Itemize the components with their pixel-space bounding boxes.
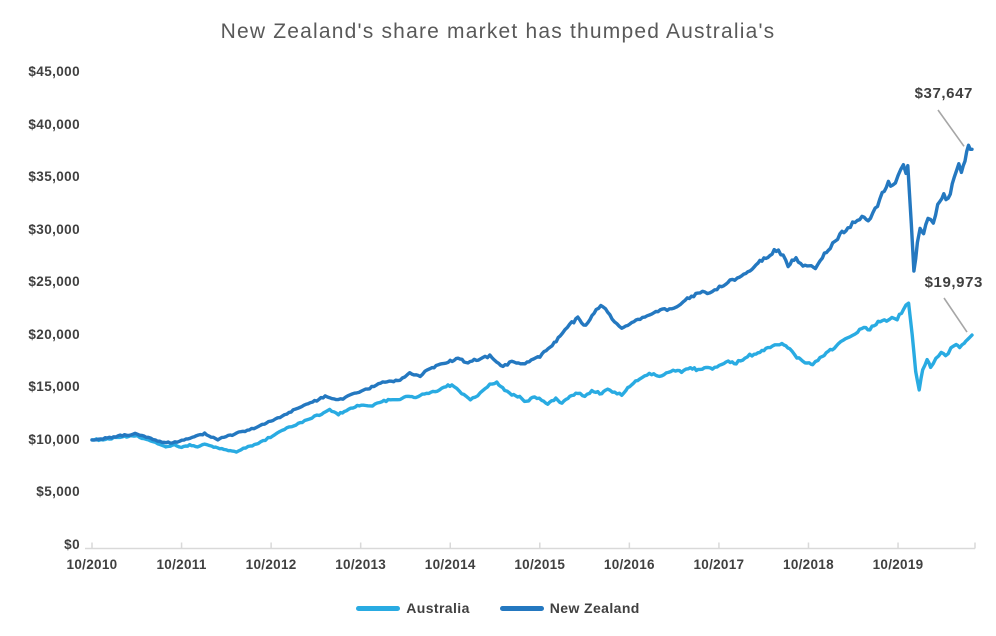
y-axis-label: $25,000 xyxy=(28,274,80,290)
annotation-new-zealand-value: $37,647 xyxy=(914,85,973,102)
legend-label-australia: Australia xyxy=(406,600,470,616)
chart-legend: Australia New Zealand xyxy=(0,598,996,618)
australia-line-swatch-icon xyxy=(356,605,401,611)
x-axis-label: 10/2018 xyxy=(783,557,834,572)
x-axis-label: 10/2017 xyxy=(693,557,745,572)
y-axis-label: $40,000 xyxy=(28,116,80,132)
x-axis-label: 10/2010 xyxy=(66,557,118,572)
leader-line-australia xyxy=(943,297,968,333)
y-axis-label: $10,000 xyxy=(28,431,80,447)
annotation-australia-value: $19,973 xyxy=(924,274,983,291)
x-axis-label: 10/2011 xyxy=(156,557,207,572)
series-line-australia xyxy=(90,301,974,454)
x-axis-label: 10/2015 xyxy=(514,557,566,572)
series-line-new-zealand xyxy=(90,143,974,445)
legend-item-australia: Australia xyxy=(356,600,470,616)
x-axis-label: 10/2013 xyxy=(335,557,387,572)
leader-line-new-zealand xyxy=(937,109,965,147)
x-axis-label: 10/2014 xyxy=(424,557,476,572)
y-axis-label: $20,000 xyxy=(28,326,80,342)
y-axis-label: $35,000 xyxy=(28,169,80,185)
x-axis-label: 10/2019 xyxy=(872,557,924,572)
legend-label-new-zealand: New Zealand xyxy=(549,600,640,616)
y-axis-label: $5,000 xyxy=(36,484,80,500)
y-axis-label: $15,000 xyxy=(28,379,80,395)
new-zealand-line-swatch-icon xyxy=(499,605,544,611)
y-axis-label: $30,000 xyxy=(28,221,80,237)
y-axis-label: $0 xyxy=(64,537,80,552)
x-axis-label: 10/2016 xyxy=(603,557,655,572)
x-axis-label: 10/2012 xyxy=(245,557,297,572)
chart-title: New Zealand's share market has thumped A… xyxy=(220,20,776,43)
legend-item-new-zealand: New Zealand xyxy=(499,600,640,616)
y-axis-label: $45,000 xyxy=(28,64,80,79)
